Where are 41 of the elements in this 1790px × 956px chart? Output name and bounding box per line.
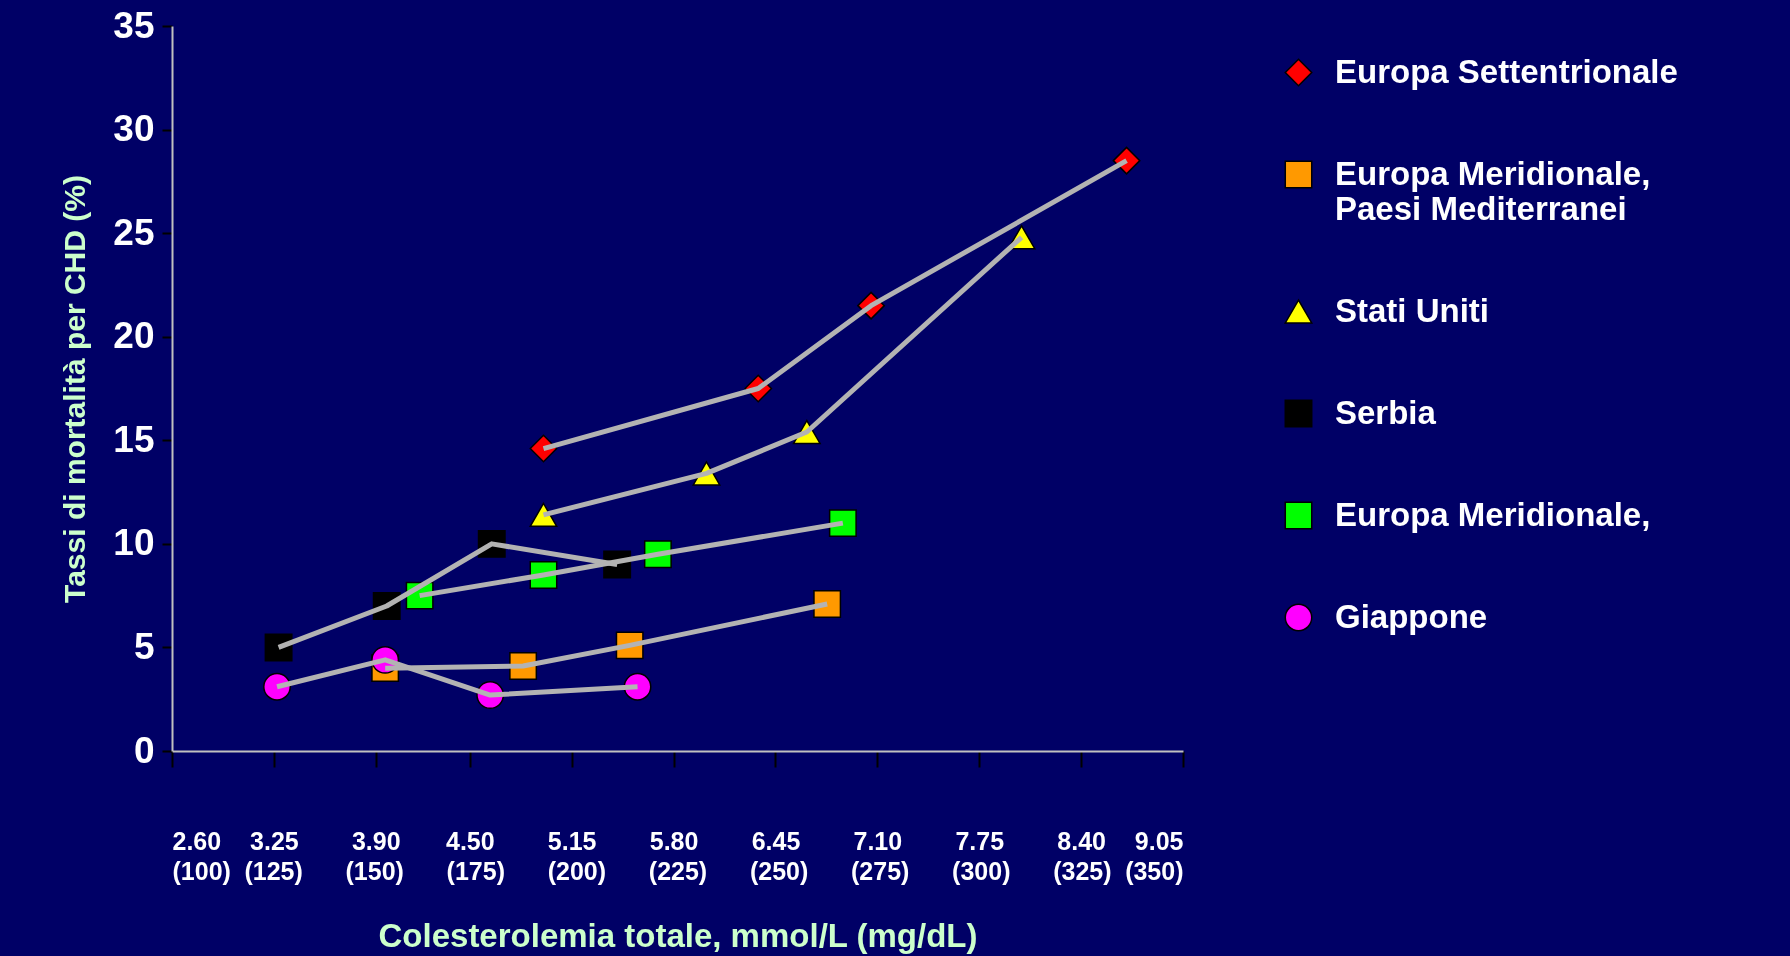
x2-tick-label: (100): [172, 856, 231, 885]
point: [813, 589, 842, 618]
y-tick-label: 30: [113, 108, 155, 150]
x-tick-label: 7.75: [955, 826, 1005, 855]
legend-label: Europa Meridionale, Paesi Mediterranei: [1335, 154, 1651, 227]
x2-tick-label: (275): [851, 856, 910, 885]
y-tick-label: 25: [113, 211, 155, 253]
point: [828, 509, 857, 538]
x2-tick-label: (300): [952, 856, 1011, 885]
legend-label: Giappone: [1335, 597, 1488, 635]
x-tick-label: 3.25: [250, 826, 299, 855]
x-tick-label: 5.15: [547, 826, 597, 855]
x2-tick-label: (225): [648, 856, 708, 885]
x-tick-label: 4.50: [445, 826, 495, 855]
x2-tick-label: (325): [1053, 856, 1112, 885]
y-tick-label: 20: [113, 315, 155, 357]
legend-label: Stati Uniti: [1335, 291, 1489, 329]
y-tick-label: 15: [113, 418, 155, 460]
legend-label: Europa Settentrionale: [1335, 52, 1678, 90]
x-axis-title: Colesterolemia totale, mmol/L (mg/dL): [378, 916, 978, 954]
x2-tick-label: (350): [1125, 856, 1184, 885]
x-tick-label: 9.05: [1134, 826, 1184, 855]
x-tick-label: 7.10: [853, 826, 903, 855]
legend-label: Europa Meridionale,: [1335, 495, 1651, 533]
point: [264, 633, 293, 662]
x-tick-label: 6.45: [751, 826, 801, 855]
y-axis-title: Tassi di mortalità per CHD (%): [58, 175, 92, 603]
x2-tick-label: (175): [446, 856, 505, 885]
x2-tick-label: (150): [345, 856, 404, 885]
x-tick-label: 5.80: [649, 826, 699, 855]
y-tick-label: 35: [113, 4, 155, 46]
y-tick-label: 0: [133, 729, 155, 771]
x2-tick-label: (200): [547, 856, 607, 885]
x-tick-label: 2.60: [172, 826, 222, 855]
legend-label: Serbia: [1335, 393, 1437, 431]
x-tick-label: 8.40: [1057, 826, 1106, 855]
x2-tick-label: (250): [749, 856, 809, 885]
y-tick-label: 5: [133, 625, 155, 667]
x2-tick-label: (125): [244, 856, 303, 885]
x-tick-label: 3.90: [351, 826, 401, 855]
y-tick-label: 10: [113, 522, 155, 564]
